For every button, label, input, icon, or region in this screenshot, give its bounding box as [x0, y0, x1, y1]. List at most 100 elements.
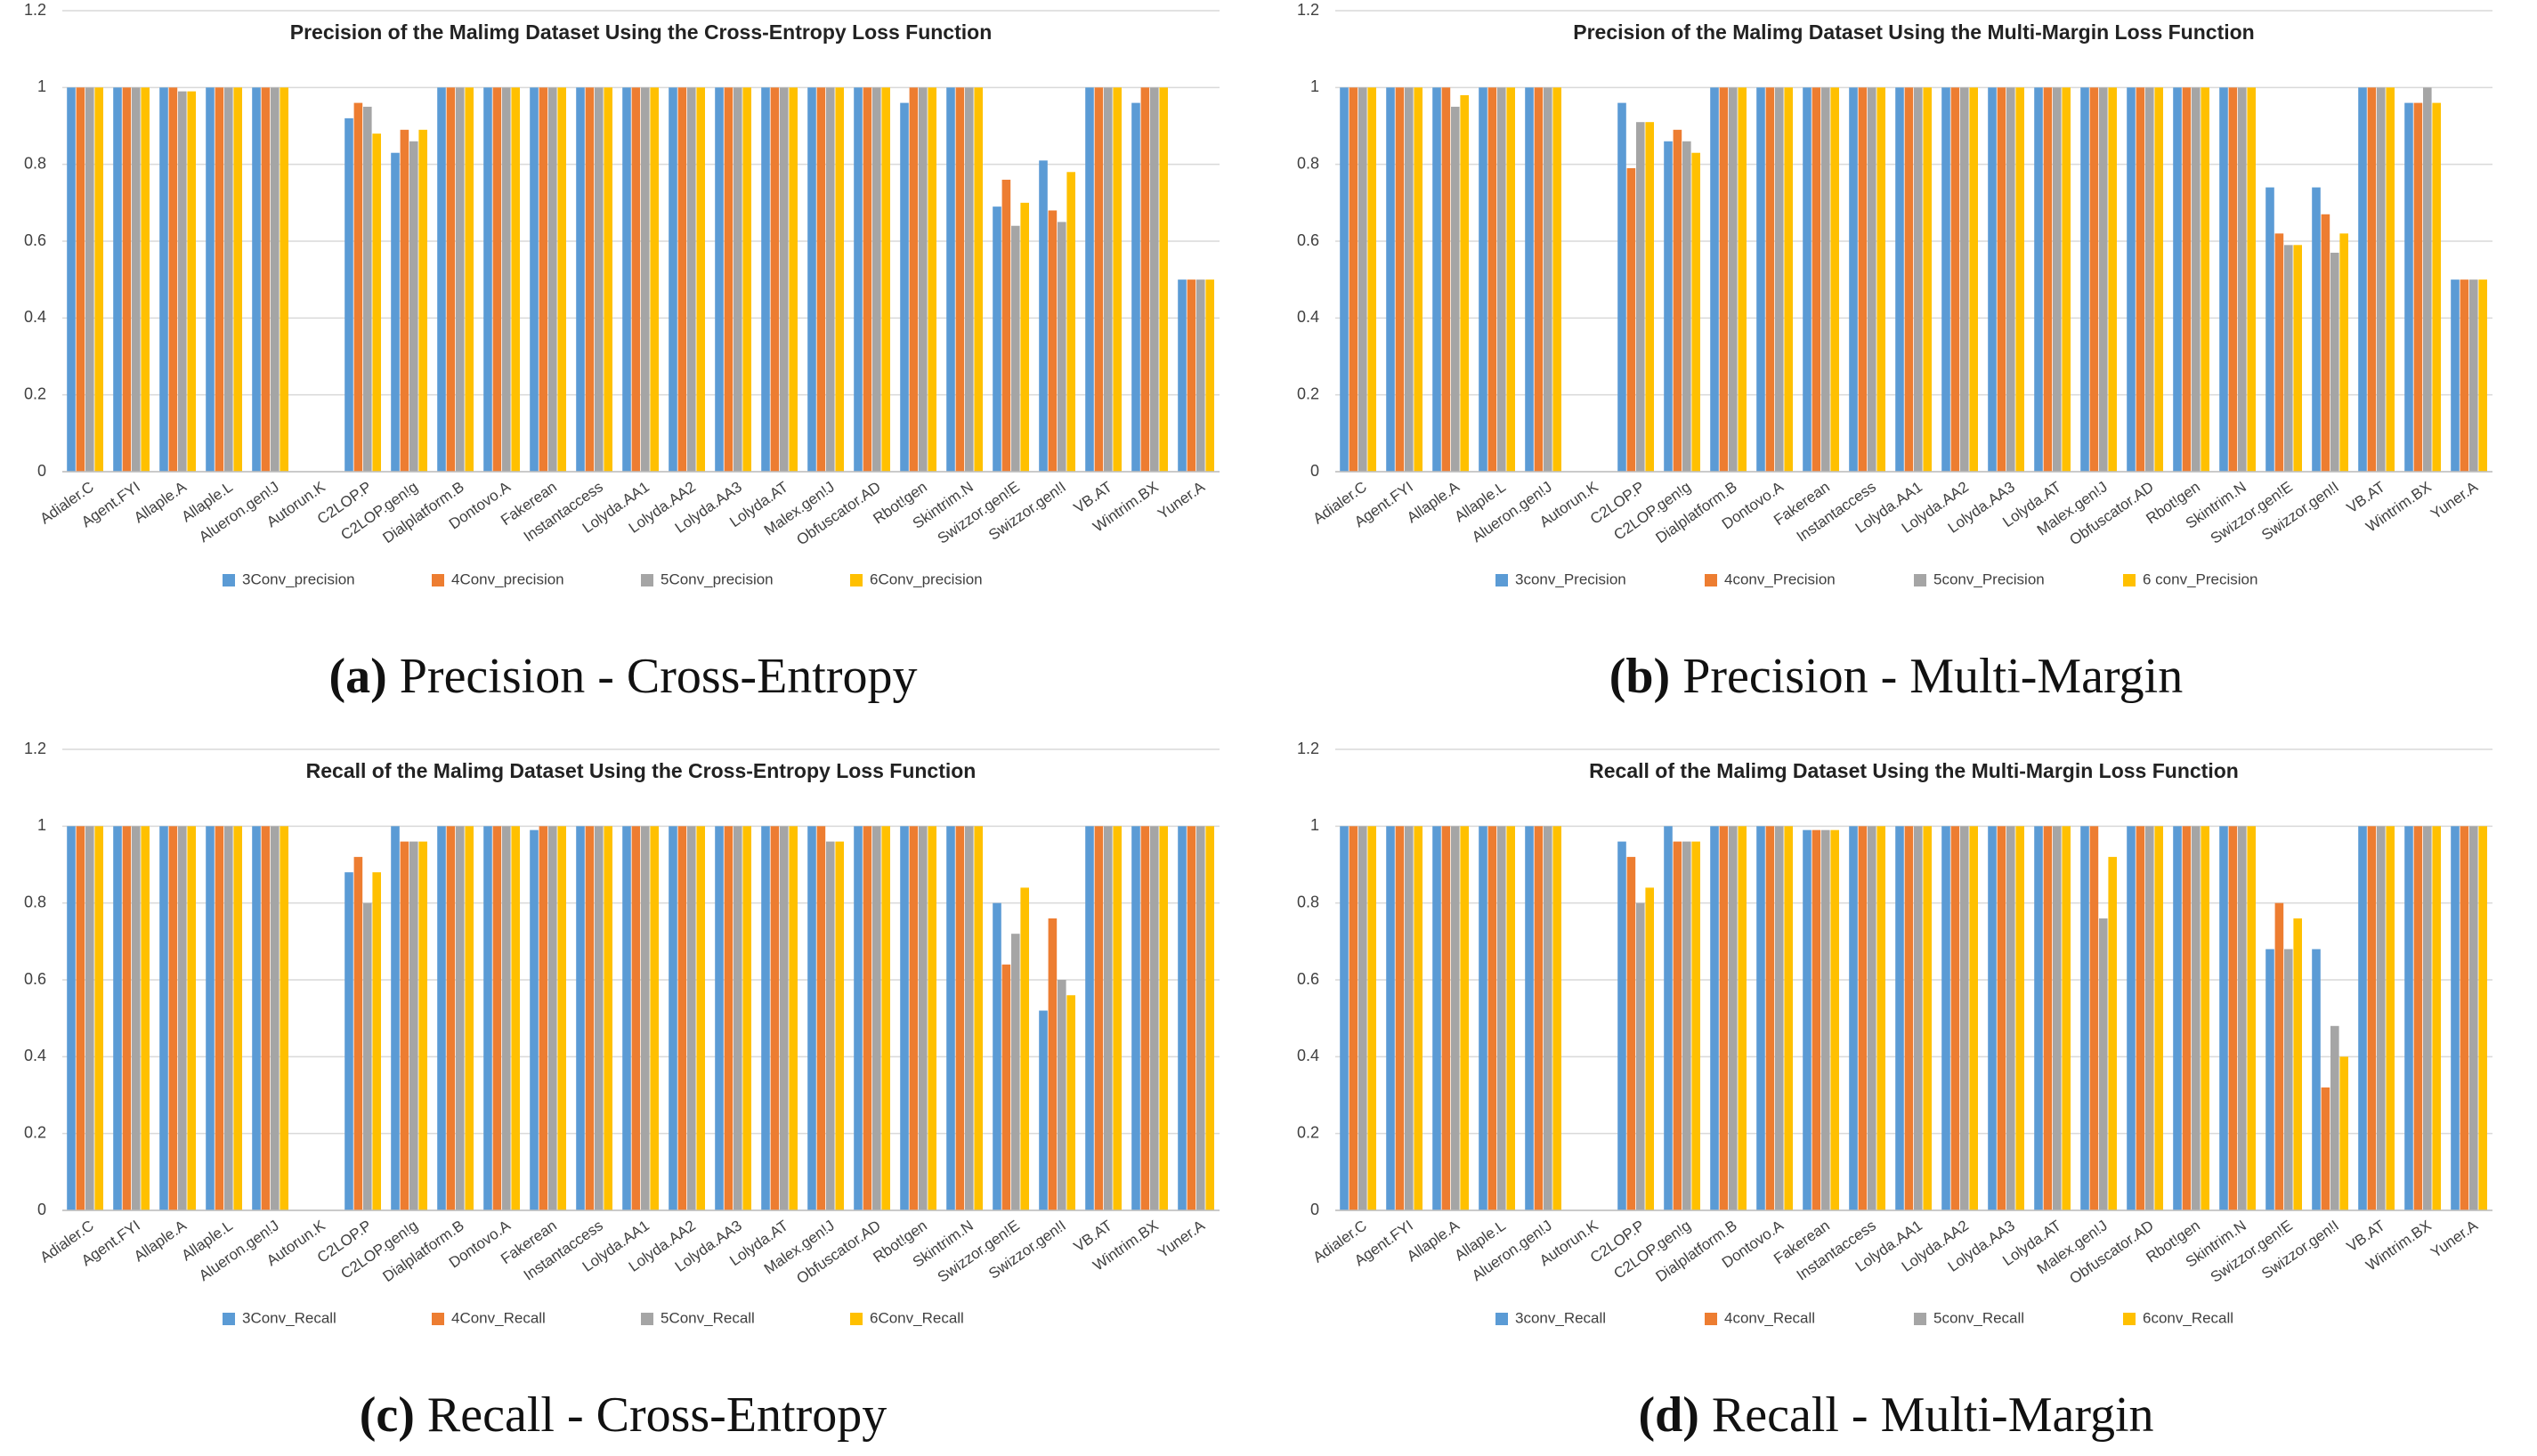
- bar: [1340, 826, 1349, 1210]
- bar: [1113, 87, 1122, 472]
- bar: [955, 87, 965, 472]
- bar: [2330, 1025, 2339, 1210]
- bar: [1914, 87, 1923, 472]
- legend-swatch: [641, 1313, 653, 1325]
- bar: [1988, 826, 1997, 1210]
- bar: [1150, 826, 1159, 1210]
- bar: [2043, 826, 2053, 1210]
- bar: [1094, 87, 1104, 472]
- bar: [2127, 87, 2136, 472]
- bar: [1858, 826, 1868, 1210]
- bar: [456, 826, 465, 1210]
- bar: [94, 826, 103, 1210]
- bar: [215, 826, 224, 1210]
- bar: [502, 826, 511, 1210]
- bar: [1460, 826, 1469, 1210]
- bar: [2358, 826, 2367, 1210]
- bar: [1367, 87, 1376, 472]
- bar: [113, 87, 122, 472]
- bar: [2247, 87, 2256, 472]
- bar: [734, 826, 742, 1210]
- bar: [2154, 826, 2163, 1210]
- bar: [1803, 87, 1812, 472]
- legend-swatch: [1495, 1313, 1508, 1325]
- y-tick-label: 0: [1310, 462, 1319, 480]
- bar: [2062, 826, 2071, 1210]
- bar: [1205, 826, 1214, 1210]
- bar: [1058, 222, 1066, 472]
- y-tick-label: 1: [1310, 77, 1319, 95]
- bar: [2219, 826, 2228, 1210]
- bar: [1710, 826, 1719, 1210]
- bar: [1895, 87, 1904, 472]
- bar: [1104, 826, 1113, 1210]
- bar: [993, 206, 1001, 472]
- bar: [1187, 826, 1196, 1210]
- bar: [1432, 826, 1441, 1210]
- bar: [2312, 187, 2321, 473]
- bar: [631, 826, 641, 1210]
- bar: [178, 826, 187, 1210]
- legend-swatch: [1705, 1313, 1717, 1325]
- bar: [900, 826, 909, 1210]
- bar: [1066, 995, 1075, 1210]
- bar: [2238, 87, 2247, 472]
- bar: [187, 826, 196, 1210]
- caption-text: Recall - Multi-Margin: [1712, 1387, 2154, 1443]
- bar: [1830, 829, 1839, 1210]
- bar: [1765, 826, 1775, 1210]
- bar: [1756, 826, 1765, 1210]
- caption-label: (c): [360, 1387, 415, 1443]
- bar: [1617, 102, 1626, 472]
- bar: [2080, 87, 2089, 472]
- bar: [391, 826, 400, 1210]
- bar: [252, 826, 261, 1210]
- bar: [2034, 87, 2043, 472]
- legend-swatch: [432, 574, 444, 586]
- bar: [955, 826, 965, 1210]
- caption: (c) Recall - Cross-Entropy: [360, 1387, 888, 1443]
- legend-swatch: [641, 574, 653, 586]
- bar: [696, 826, 705, 1210]
- legend-swatch: [850, 1313, 863, 1325]
- bar: [67, 87, 76, 472]
- bar: [2192, 87, 2201, 472]
- bar: [1710, 87, 1719, 472]
- bar: [530, 829, 539, 1210]
- bar: [900, 102, 909, 472]
- y-tick-label: 0.4: [1297, 308, 1319, 326]
- caption: (b) Precision - Multi-Margin: [1609, 649, 2183, 704]
- bar: [465, 87, 474, 472]
- legend-label: 4conv_Recall: [1724, 1309, 1815, 1326]
- bar: [669, 87, 677, 472]
- bar: [168, 87, 178, 472]
- bar: [1386, 826, 1395, 1210]
- bar: [770, 87, 780, 472]
- caption-text: Precision - Multi-Margin: [1682, 649, 2183, 704]
- bar: [724, 826, 734, 1210]
- bar: [1673, 841, 1682, 1210]
- bar: [2339, 1056, 2348, 1210]
- bar: [1876, 87, 1885, 472]
- legend-label: 3Conv_Recall: [242, 1309, 336, 1326]
- y-tick-label: 0: [37, 462, 46, 480]
- bar: [2089, 87, 2099, 472]
- bar: [1923, 87, 1932, 472]
- bar: [928, 826, 936, 1210]
- bar: [1451, 106, 1460, 473]
- bar: [2043, 87, 2053, 472]
- bar: [1914, 826, 1923, 1210]
- bar: [965, 826, 974, 1210]
- bar: [2238, 826, 2247, 1210]
- bar: [919, 826, 928, 1210]
- y-tick-label: 0.8: [1297, 154, 1319, 172]
- y-tick-label: 1: [37, 77, 46, 95]
- legend-label: 3conv_Recall: [1515, 1309, 1606, 1326]
- bar: [233, 87, 242, 472]
- bar: [2432, 102, 2441, 472]
- bar: [816, 87, 826, 472]
- bar: [1414, 87, 1423, 472]
- legend-swatch: [1914, 1313, 1926, 1325]
- bar: [789, 87, 798, 472]
- bar: [1479, 87, 1487, 472]
